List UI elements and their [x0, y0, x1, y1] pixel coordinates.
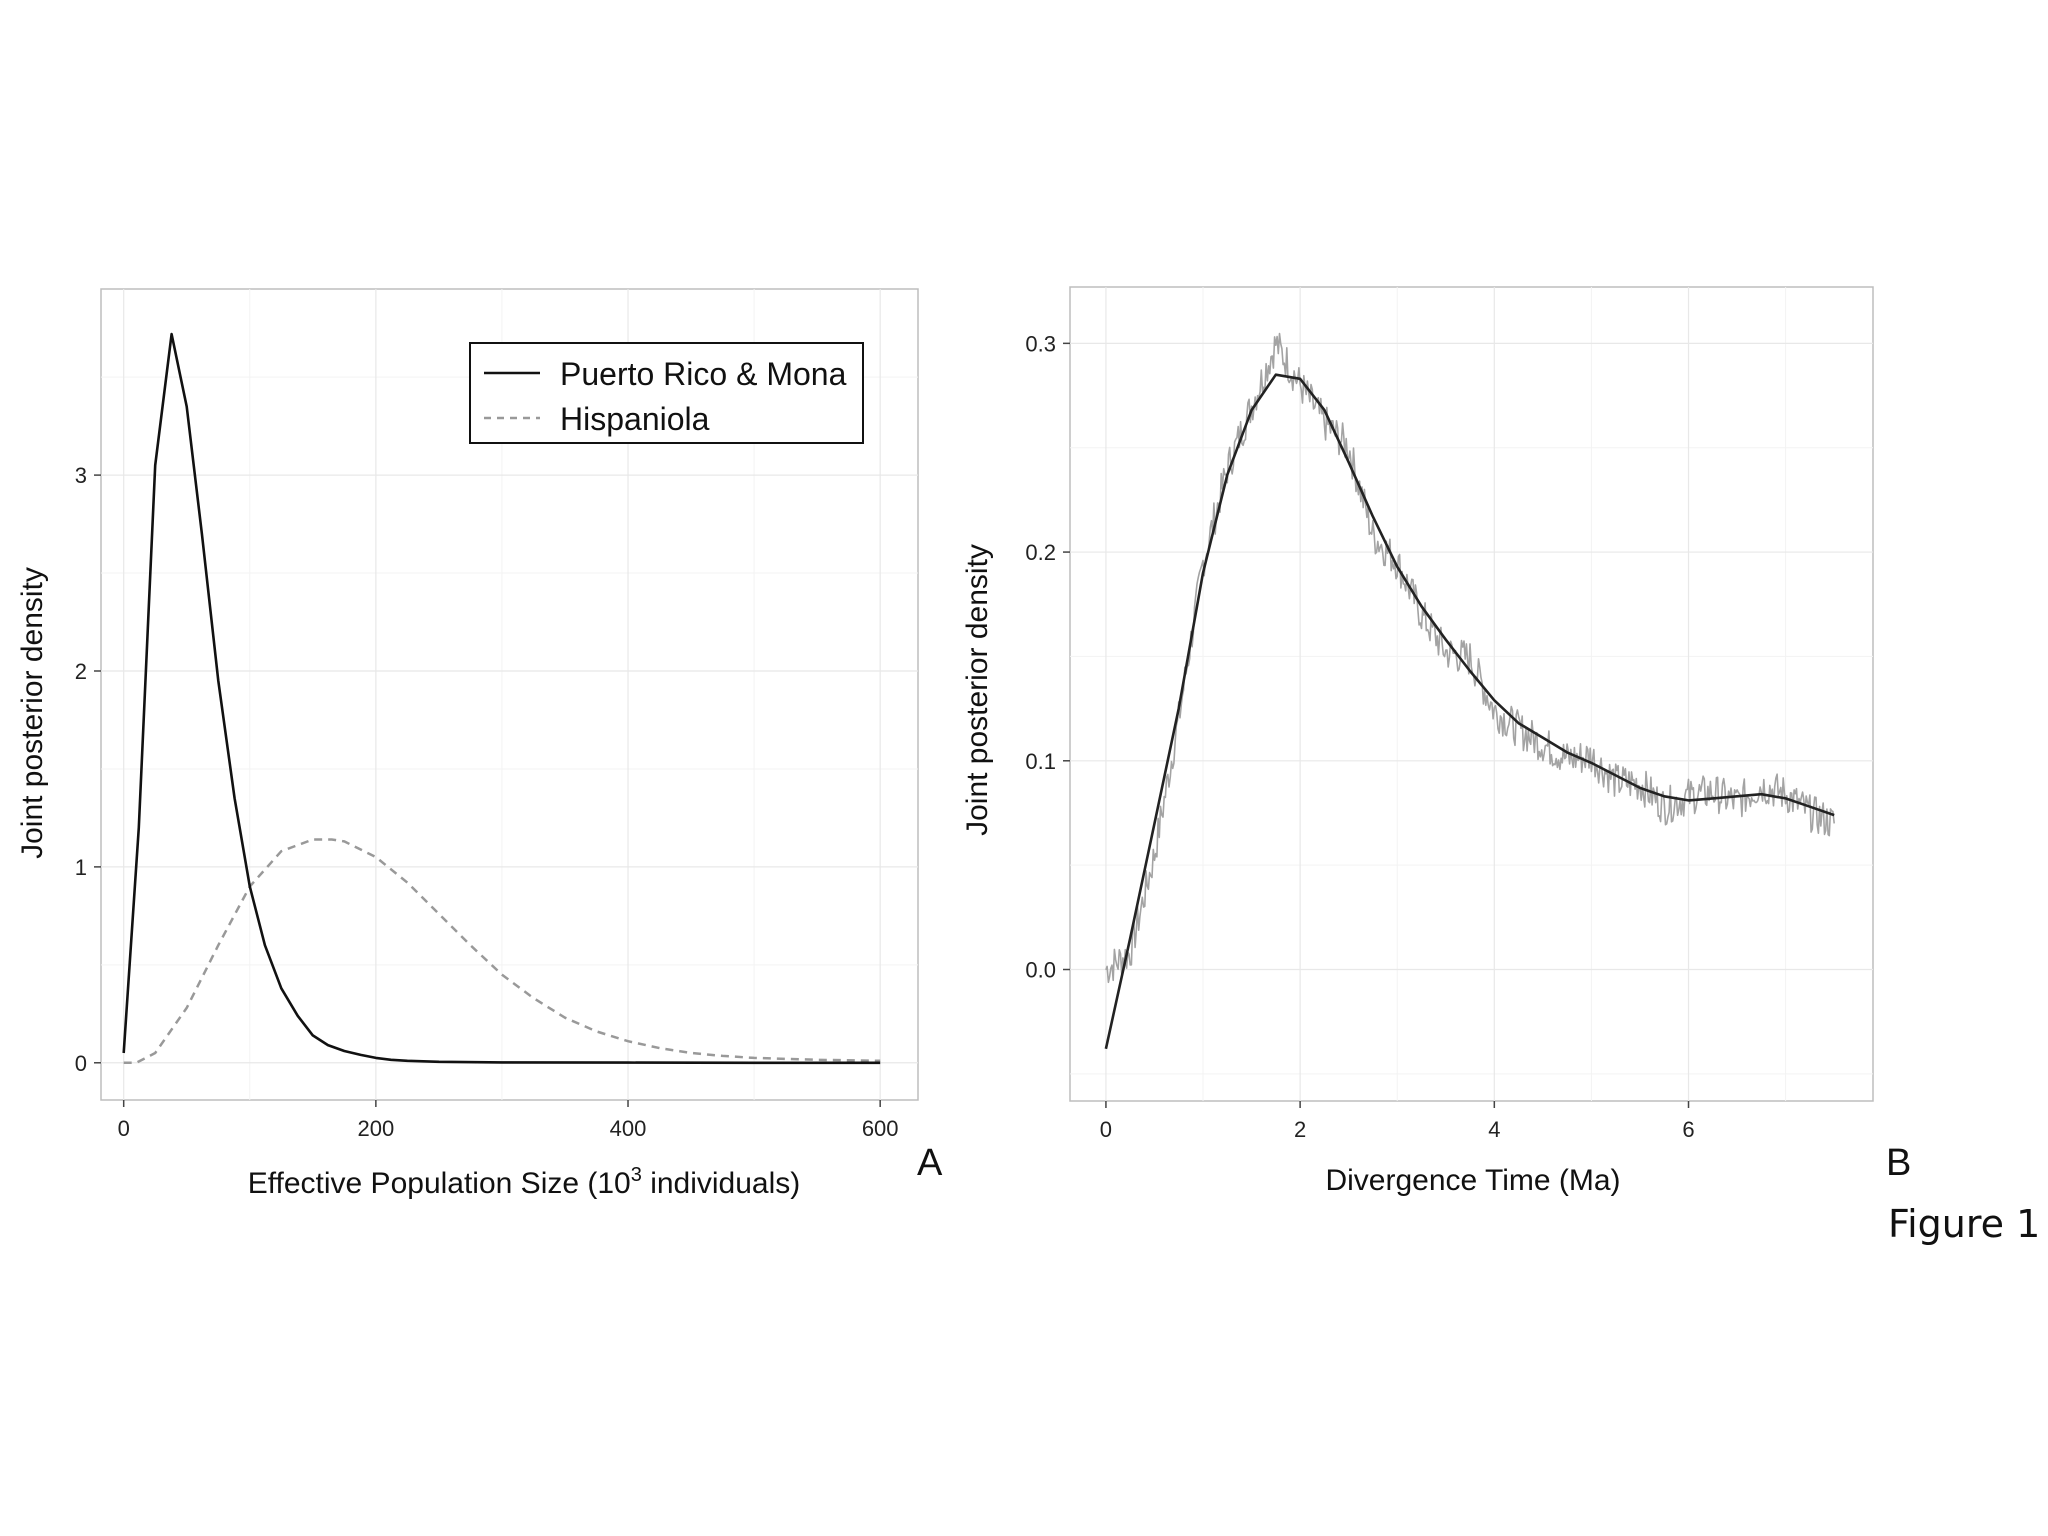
- panel-b-plot-area: [1069, 286, 1874, 1102]
- panel-a-series: [122, 332, 881, 1065]
- panel-b-ytick-label: 0.2: [1025, 540, 1056, 565]
- panel-b-ylabel: Joint posterior density: [961, 544, 994, 836]
- legend-box: [469, 342, 864, 444]
- panel-b-letter: B: [1886, 1142, 1911, 1184]
- panel-a-xtick-label: 600: [862, 1116, 899, 1141]
- panel-a-letter: A: [917, 1142, 943, 1184]
- panel-a-ytick-label: 2: [75, 659, 87, 684]
- panel-b-xtick-label: 4: [1488, 1117, 1500, 1142]
- figure-caption: Figure 1: [1888, 1202, 2040, 1246]
- panel-a-series-puerto-rico-mona: [122, 332, 881, 1065]
- panel-a-xtick-label: 400: [610, 1116, 647, 1141]
- panel-a-ylabel: Joint posterior density: [16, 567, 49, 859]
- panel-a-xlabel-sup: 3: [631, 1164, 642, 1186]
- panel-a-xtick-label: 200: [357, 1116, 394, 1141]
- legend-label-puerto-rico-mona: Puerto Rico & Mona: [560, 356, 847, 392]
- panel-a-ticks: 0 200 400 600 0 1 2 3: [75, 463, 899, 1141]
- panel-a-ytick-label: 3: [75, 463, 87, 488]
- panel-a-xlabel-suffix: individuals): [642, 1167, 800, 1200]
- panel-b-xlabel: Divergence Time (Ma): [1325, 1164, 1620, 1197]
- panel-a-xtick-label: 0: [118, 1116, 130, 1141]
- panel-b-ytick-label: 0.1: [1025, 749, 1056, 774]
- panel-a-xlabel: Effective Population Size (103 individua…: [248, 1164, 801, 1200]
- panel-b-ytick-label: 0.3: [1025, 331, 1056, 356]
- panel-b-ytick-label: 0.0: [1025, 958, 1056, 983]
- panel-b-series-smoothed-density: [1104, 373, 1835, 1050]
- panel-a-legend: Puerto Rico & Mona Hispaniola: [469, 342, 864, 444]
- legend-label-hispaniola: Hispaniola: [560, 401, 710, 437]
- panel-b-ticks: 0 2 4 6 0.0 0.1 0.2 0.3: [1025, 331, 1694, 1142]
- panel-b-series-raw-density: [1105, 332, 1835, 984]
- panel-b: 0 2 4 6 0.0 0.1 0.2 0.3 Divergence Time (Ma) Jo…: [961, 286, 1911, 1197]
- panel-a: 0 200 400 600 0 1 2 3 Effective Population Size…: [16, 288, 943, 1200]
- panel-b-xtick-label: 6: [1682, 1117, 1694, 1142]
- panel-b-grid: [1070, 287, 1873, 1101]
- panel-a-series-hispaniola: [123, 838, 881, 1065]
- panel-b-xtick-label: 0: [1100, 1117, 1112, 1142]
- panel-a-ytick-label: 0: [75, 1051, 87, 1076]
- panel-a-ytick-label: 1: [75, 855, 87, 880]
- panel-b-xtick-label: 2: [1294, 1117, 1306, 1142]
- panel-b-series: [1104, 332, 1835, 1050]
